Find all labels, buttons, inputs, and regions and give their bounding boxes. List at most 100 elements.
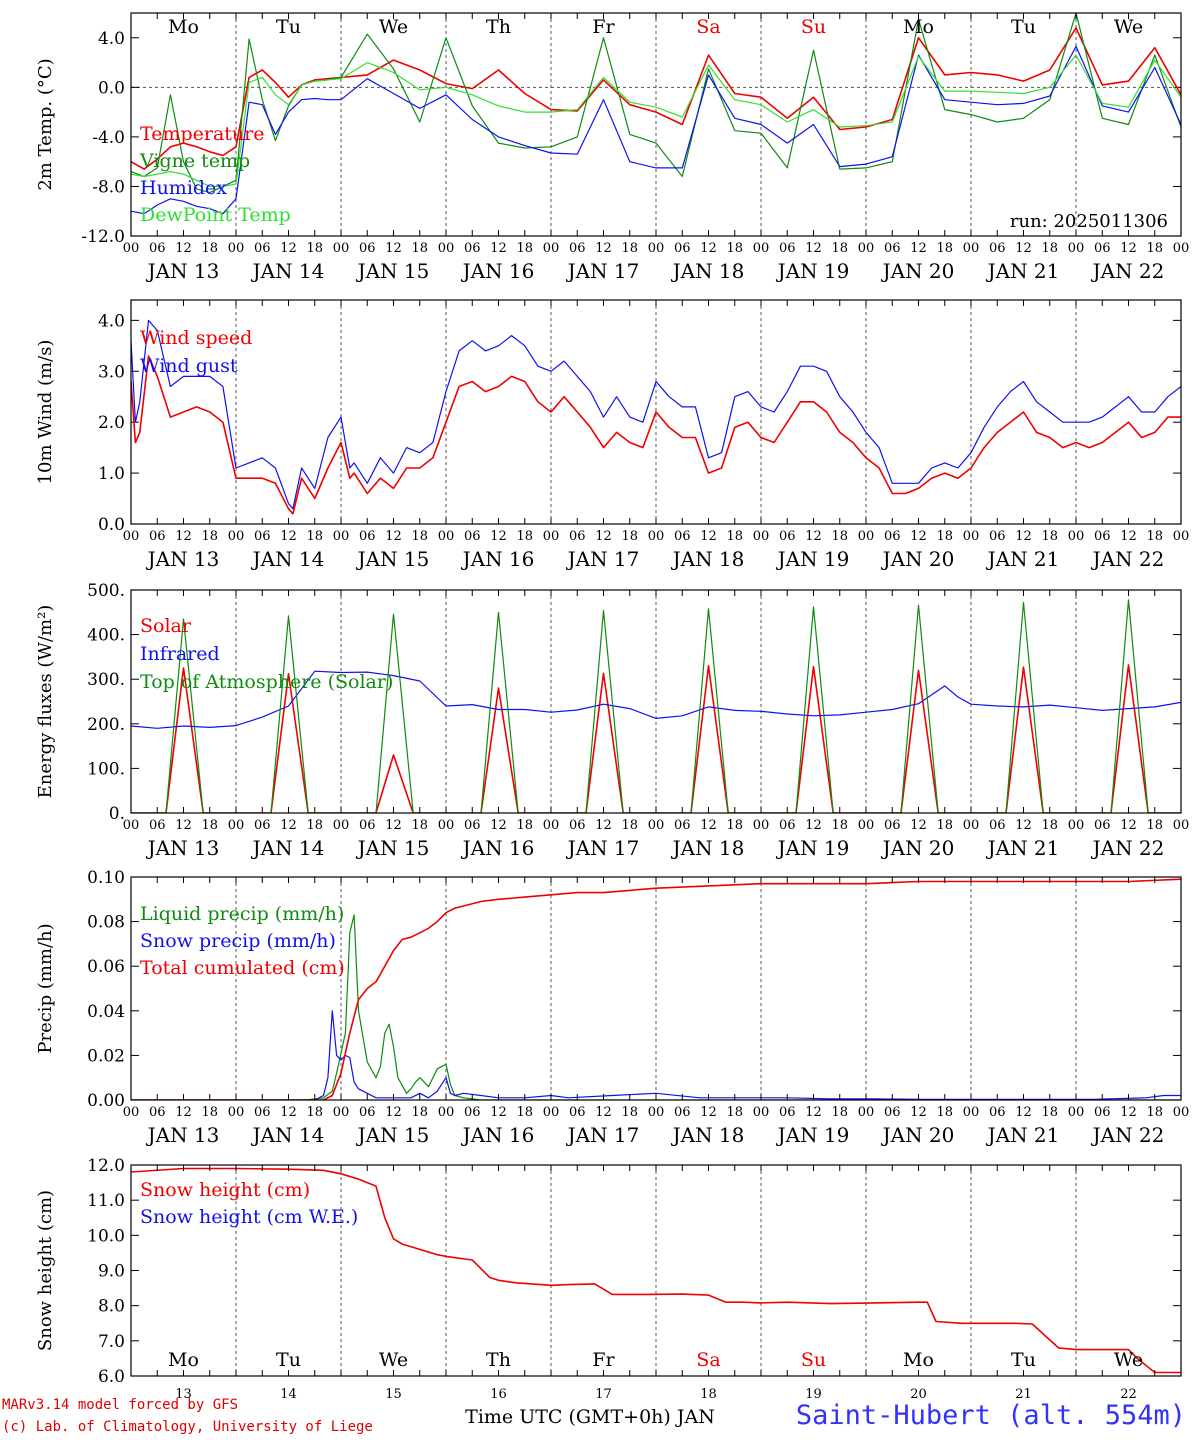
weekday-label: Fr <box>592 1349 615 1371</box>
day-label: JAN 19 <box>776 1123 850 1147</box>
hour-tick-label: 00 <box>1173 818 1190 833</box>
y-tick-label: 10.0 <box>87 1226 125 1246</box>
hour-tick-label: 00 <box>438 818 455 833</box>
hour-tick-label: 00 <box>123 818 140 833</box>
hour-tick-label: 12 <box>595 241 612 256</box>
series-line <box>131 1167 1181 1374</box>
hour-tick-label: 06 <box>884 241 901 256</box>
hour-tick-label: 06 <box>149 1105 166 1120</box>
lab-credit: (c) Lab. of Climatology, University of L… <box>2 1419 373 1435</box>
hour-tick-label: 12 <box>1120 241 1137 256</box>
hour-tick-label: 06 <box>254 818 271 833</box>
hour-tick-label: 18 <box>1146 818 1163 833</box>
hour-tick-label: 00 <box>963 241 980 256</box>
weekday-label: Tu <box>1011 1349 1036 1371</box>
hour-tick-label: 18 <box>621 818 638 833</box>
series-line <box>131 27 1181 170</box>
hour-tick-label: 18 <box>411 529 428 544</box>
y-tick-label: 4.0 <box>98 29 125 49</box>
hour-tick-label: 18 <box>306 818 323 833</box>
y-tick-label: 200. <box>87 715 125 735</box>
hour-tick-label: 18 <box>936 241 953 256</box>
hour-tick-label: 18 <box>936 529 953 544</box>
day-label: JAN 21 <box>986 547 1060 571</box>
hour-tick-label: 06 <box>359 241 376 256</box>
hour-tick-label: 12 <box>175 1105 192 1120</box>
day-label: JAN 22 <box>1091 836 1165 860</box>
hour-tick-label: 18 <box>726 1105 743 1120</box>
weekday-label: Sa <box>696 16 720 38</box>
weekday-label: Su <box>801 16 826 38</box>
hour-tick-label: 12 <box>490 529 507 544</box>
series-line <box>131 355 1181 515</box>
chart-panel: 0.00 0.02 0.04 0.06 0.08 0.10 Precip (mm/h) Liq… <box>35 868 1189 1147</box>
hour-tick-label: 06 <box>779 241 796 256</box>
hour-tick-label: 00 <box>438 241 455 256</box>
hour-tick-label: 00 <box>963 1105 980 1120</box>
weekday-label: We <box>1114 16 1143 38</box>
hour-tick-label: 12 <box>595 818 612 833</box>
y-tick-label: 100. <box>87 759 125 779</box>
hour-tick-label: 18 <box>306 1105 323 1120</box>
hour-tick-label: 00 <box>1068 241 1085 256</box>
day-label: JAN 18 <box>671 836 745 860</box>
hour-tick-label: 00 <box>228 241 245 256</box>
hour-tick-label: 00 <box>858 241 875 256</box>
series-line <box>131 664 1181 813</box>
hour-tick-label: 12 <box>385 818 402 833</box>
weekday-label: Mo <box>903 16 934 38</box>
legend-entry: Wind gust <box>140 355 238 377</box>
hour-tick-label: 18 <box>201 241 218 256</box>
hour-tick-label: 18 <box>726 241 743 256</box>
legend-entry: Wind speed <box>140 327 252 349</box>
day-label: JAN 14 <box>251 1123 325 1147</box>
hour-tick-label: 00 <box>123 529 140 544</box>
hour-tick-label: 12 <box>1120 1105 1137 1120</box>
hour-tick-label: 12 <box>805 529 822 544</box>
hour-tick-label: 00 <box>858 1105 875 1120</box>
hour-tick-label: 00 <box>1068 529 1085 544</box>
day-number-label: 19 <box>805 1387 822 1402</box>
hour-tick-label: 06 <box>674 241 691 256</box>
day-label: JAN 16 <box>461 259 535 283</box>
series-line <box>131 1010 1181 1100</box>
hour-tick-label: 18 <box>621 241 638 256</box>
day-label: JAN 21 <box>986 1123 1060 1147</box>
model-credit: MARv3.14 model forced by GFS <box>2 1397 239 1413</box>
hour-tick-label: 06 <box>359 818 376 833</box>
day-label: JAN 21 <box>986 836 1060 860</box>
hour-tick-label: 00 <box>438 529 455 544</box>
day-number-label: 15 <box>385 1387 402 1402</box>
day-label: JAN 22 <box>1091 547 1165 571</box>
hour-tick-label: 18 <box>516 818 533 833</box>
hour-tick-label: 12 <box>175 818 192 833</box>
hour-tick-label: 00 <box>648 1105 665 1120</box>
legend-entry: Humidex <box>140 177 227 199</box>
hour-tick-label: 18 <box>411 241 428 256</box>
hour-tick-label: 18 <box>306 529 323 544</box>
y-tick-label: 7.0 <box>98 1332 125 1352</box>
hour-tick-label: 00 <box>648 241 665 256</box>
hour-tick-label: 12 <box>910 529 927 544</box>
y-tick-label: 4.0 <box>98 311 125 331</box>
hour-tick-label: 18 <box>621 1105 638 1120</box>
hour-tick-label: 00 <box>753 1105 770 1120</box>
hour-tick-label: 00 <box>753 241 770 256</box>
hour-tick-label: 12 <box>280 1105 297 1120</box>
y-tick-label: 0.10 <box>87 868 125 888</box>
hour-tick-label: 06 <box>1094 241 1111 256</box>
chart-panel: -12.0 -8.0 -4.0 0.0 4.0 2m Temp. (°C) Temperat… <box>35 12 1189 283</box>
hour-tick-label: 12 <box>490 1105 507 1120</box>
run-annotation: run: 2025011306 <box>1010 211 1168 232</box>
hour-tick-label: 00 <box>333 1105 350 1120</box>
y-axis-label: Precip (mm/h) <box>35 923 56 1053</box>
hour-tick-label: 00 <box>858 529 875 544</box>
hour-tick-label: 06 <box>1094 529 1111 544</box>
hour-tick-label: 06 <box>254 241 271 256</box>
hour-tick-label: 18 <box>516 241 533 256</box>
series-line <box>131 54 1181 187</box>
legend-entry: Snow height (cm W.E.) <box>140 1206 358 1228</box>
y-axis-label: Energy fluxes (W/m²) <box>35 605 56 799</box>
day-label: JAN 13 <box>146 547 220 571</box>
